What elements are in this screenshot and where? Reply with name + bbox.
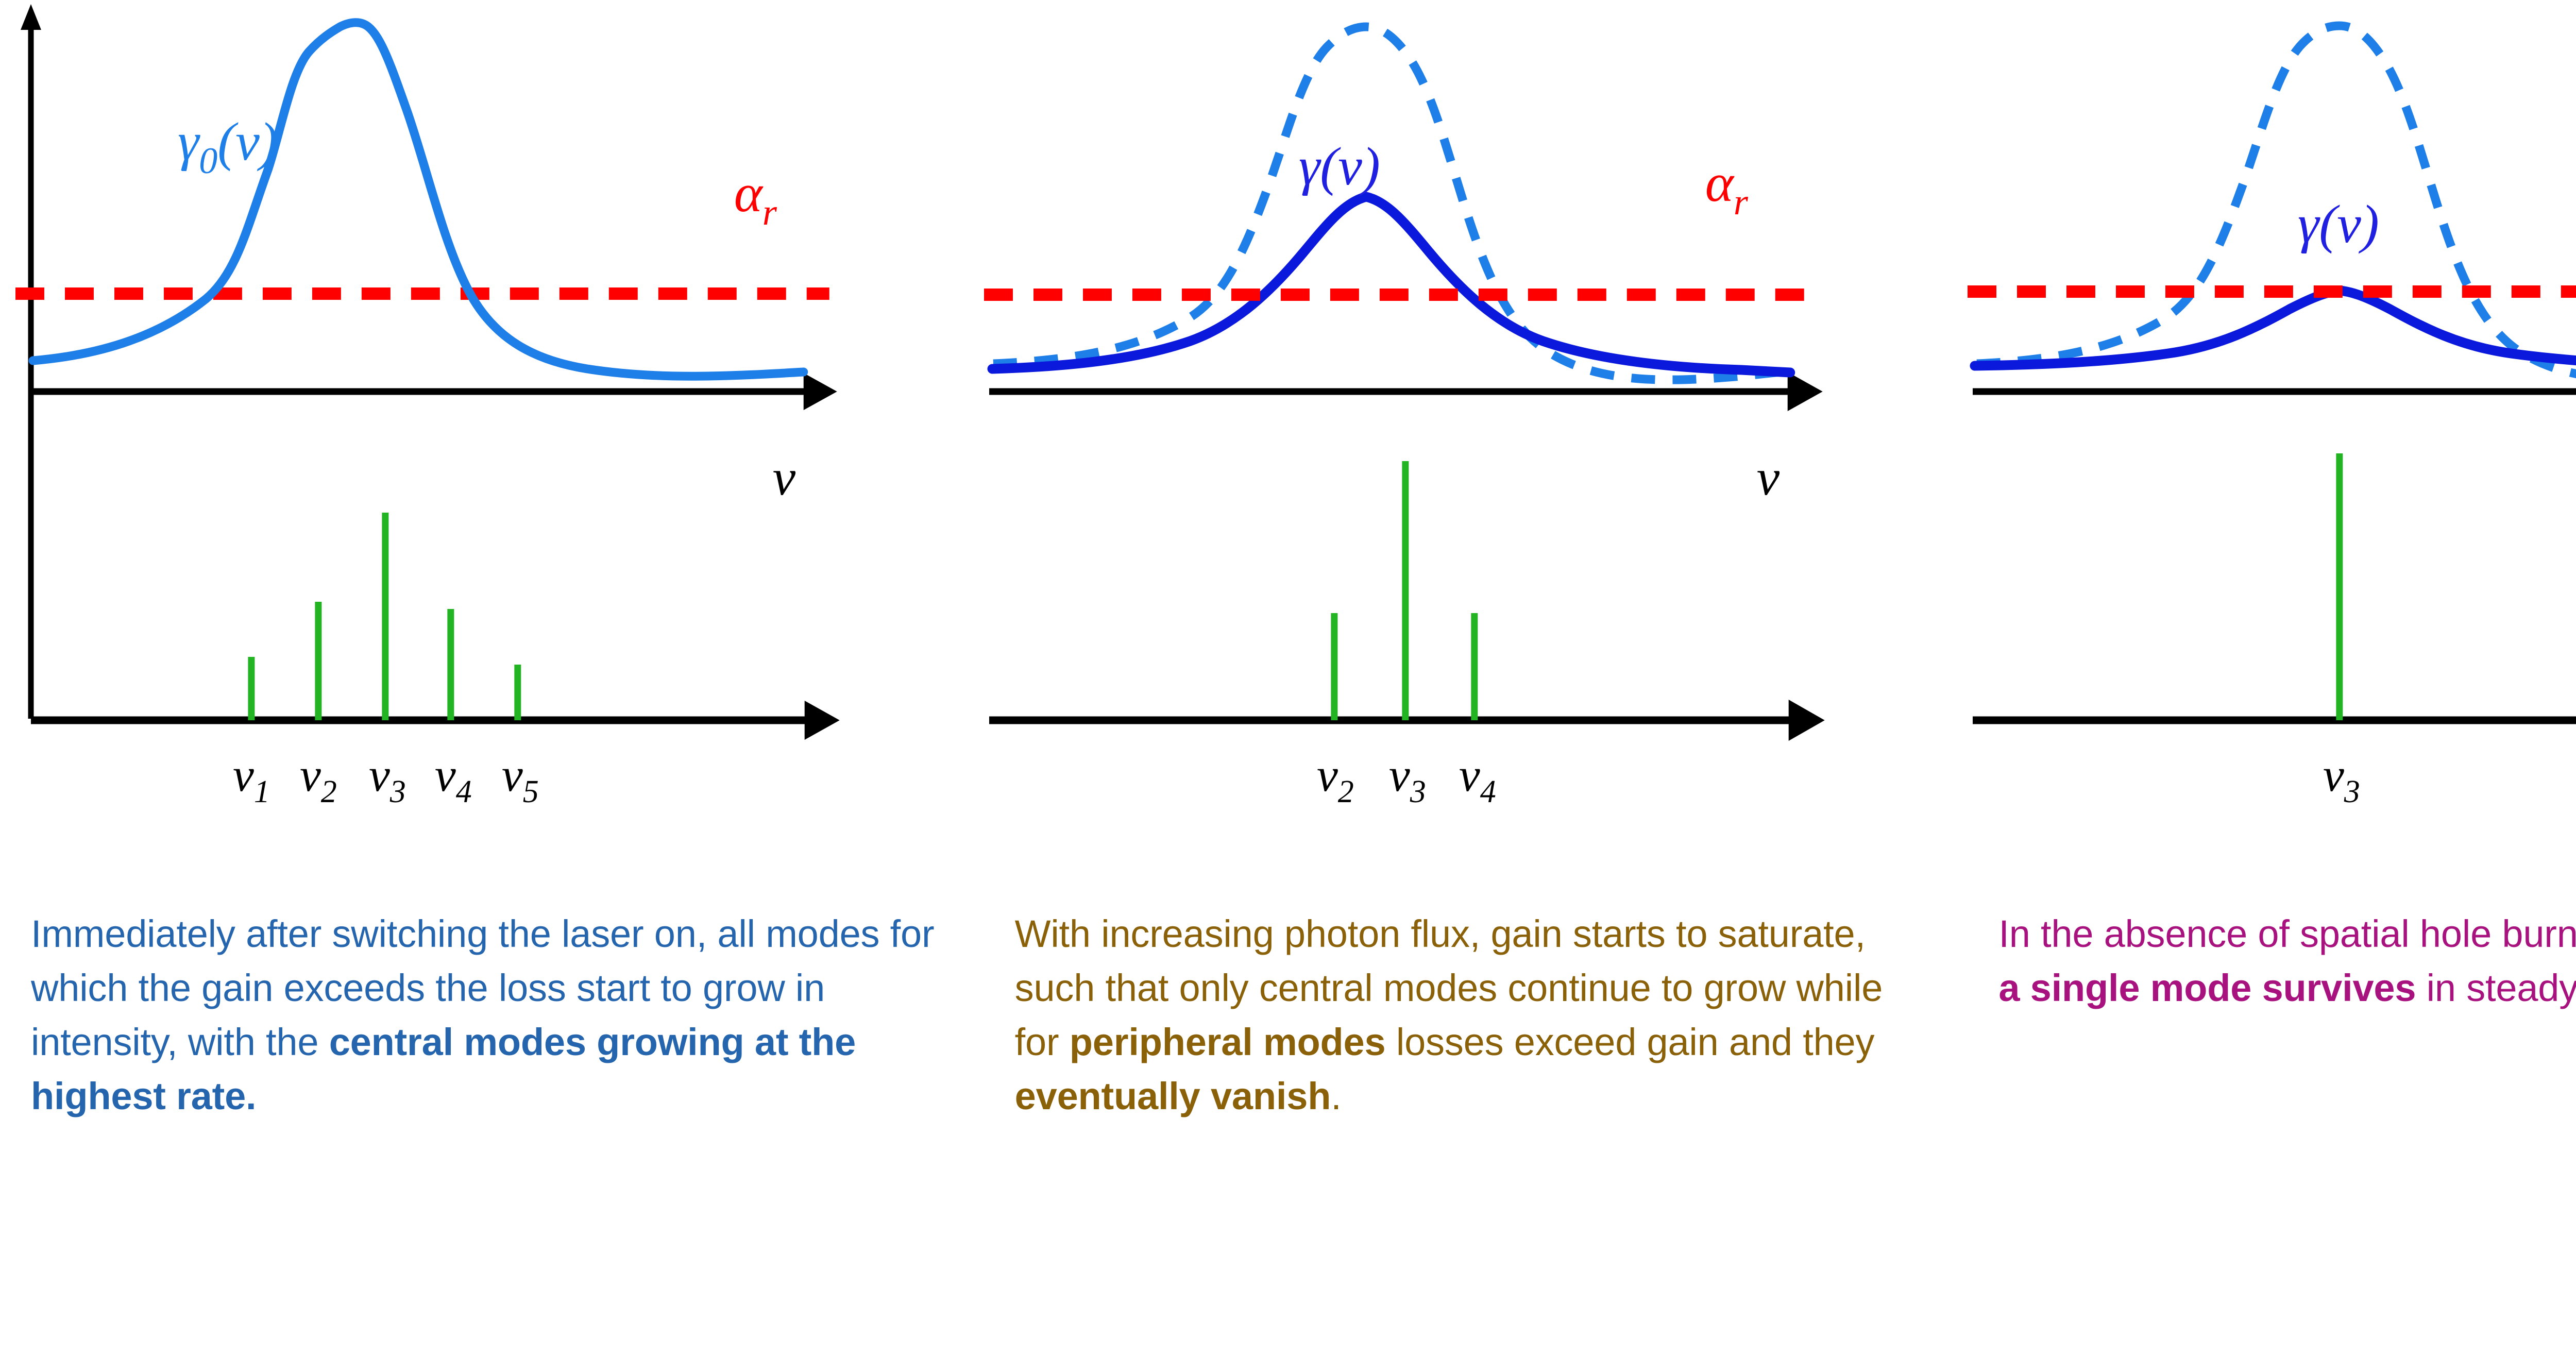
mode-lines [1331,461,1478,720]
caption-steadystate-text-plain-1: In the absence of spatial hole burning (… [1998,912,2576,955]
x-axis-lower-arrowhead [1788,700,1825,741]
panel-saturating-svg: γ(ν) αr ν ν2 ν3 ν [984,22,1825,809]
caption-saturating-text-plain-3: . [1331,1075,1342,1118]
gain-curve-saturated [987,192,1795,378]
panel-saturating: γ(ν) αr ν ν2 ν3 ν [984,0,1968,876]
caption-steadystate: In the absence of spatial hole burning (… [1968,907,2576,1356]
gain-curve-unsaturated [28,18,808,381]
mode-label-3: ν3 [369,749,406,809]
caption-saturating-text-bold-1: peripheral modes [1069,1021,1386,1064]
loss-line-label: αr [1705,152,1748,223]
caption-saturating-text-bold-2: eventually vanish [1014,1075,1331,1118]
caption-row: Immediately after switching the laser on… [0,907,2576,1356]
axis-label-nu-upper: ν [1756,449,1780,506]
mode-label-3: ν3 [1389,749,1426,809]
x-axis-upper [30,373,837,410]
loss-line-label: αr [734,163,777,233]
mode-lines [248,513,521,720]
y-axis-arrowhead [20,4,41,30]
y-axis [20,4,41,719]
panel-steadystate-svg: γ(ν) αr ν ν3 [1968,21,2576,809]
caption-initial: Immediately after switching the laser on… [0,907,984,1356]
panel-steadystate: γ(ν) αr ν ν3 [1968,0,2576,876]
mode-label-4: ν4 [435,749,472,809]
x-axis-upper-arrowhead [803,373,837,410]
mode-label-3: ν3 [2323,749,2360,809]
caption-initial-text-bold: central modes growing at the highest rat… [31,1021,856,1118]
gain-curve-label: γ(ν) [1299,136,1380,196]
mode-label-1: ν1 [233,749,270,809]
mode-label-4: ν4 [1459,749,1496,809]
panel-row: γ0(ν) αr ν [0,0,2576,876]
mode-label-2: ν2 [1317,749,1354,809]
caption-initial-text-plain: Immediately after switching the laser on… [31,912,935,1064]
mode-label-2: ν2 [300,749,337,809]
panel-initial: γ0(ν) αr ν [0,0,984,876]
x-axis-lower [1973,716,2576,724]
panel-initial-svg: γ0(ν) αr ν [15,4,840,809]
mode-label-5: ν5 [502,749,539,809]
gain-curve-label: γ0(ν) [178,111,278,181]
x-axis-lower [989,700,1825,741]
caption-steadystate-text-bold-1: only a single mode survives [1998,967,2416,1010]
caption-saturating: With increasing photon flux, gain starts… [984,907,1968,1356]
gain-curve-unsaturated [1976,21,2576,379]
caption-saturating-text-plain-1: With increasing photon flux, gain starts… [1014,912,1883,1064]
x-axis-upper [1973,388,2576,395]
x-axis-upper [989,372,1823,411]
axis-label-nu-upper: ν [773,449,796,506]
x-axis-lower-arrowhead [804,701,840,740]
gain-curve-label: γ(ν) [2298,194,2379,254]
caption-steadystate-text-plain-2: in steady-state. [2426,967,2576,1010]
caption-saturating-text-plain-2: losses exceed gain and they [1385,1021,1875,1064]
gain-curve-unsaturated [993,22,1791,384]
x-axis-lower [30,701,840,740]
x-axis-upper-arrowhead [1787,372,1823,411]
gain-curve-saturated [1970,285,2576,371]
